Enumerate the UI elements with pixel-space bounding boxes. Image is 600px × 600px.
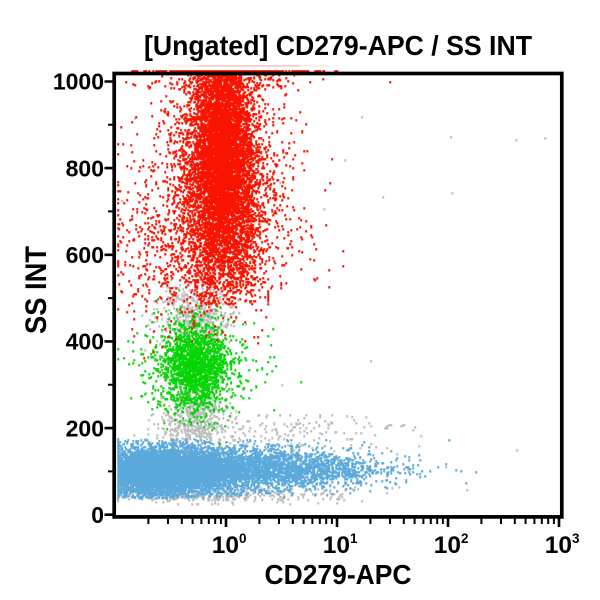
svg-text:[Ungated] CD279-APC / SS INT: [Ungated] CD279-APC / SS INT bbox=[144, 30, 532, 61]
svg-text:0: 0 bbox=[91, 502, 104, 528]
svg-text:1000: 1000 bbox=[53, 69, 104, 95]
svg-text:103: 103 bbox=[545, 531, 580, 559]
svg-text:CD279-APC: CD279-APC bbox=[265, 559, 412, 590]
svg-text:400: 400 bbox=[66, 329, 104, 355]
svg-text:600: 600 bbox=[66, 242, 104, 268]
svg-text:200: 200 bbox=[66, 415, 104, 441]
svg-text:800: 800 bbox=[66, 155, 104, 181]
svg-text:SS INT: SS INT bbox=[20, 246, 53, 334]
